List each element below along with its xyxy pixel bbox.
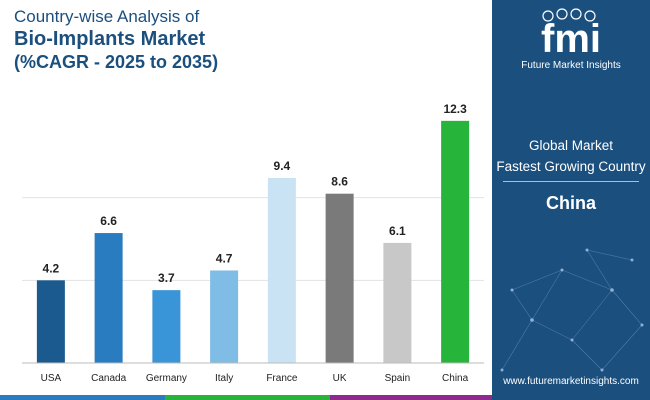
bar-france: [267, 177, 296, 363]
fastest-growing-text: Fastest Growing Country: [496, 159, 646, 174]
bar-germany: [152, 290, 181, 363]
title-line-2: Bio-Implants Market: [14, 28, 206, 50]
bottom-strip-green: [165, 395, 330, 400]
logo-text: fmi: [541, 17, 601, 61]
bar-canada: [94, 233, 123, 363]
fastest-country: China: [545, 193, 596, 213]
bar-china: [441, 120, 470, 363]
tick-label-uk: UK: [333, 373, 347, 384]
panel-divider: [503, 181, 639, 182]
title-line-3: (%CAGR - 2025 to 2035): [14, 52, 219, 72]
tick-label-france: France: [266, 373, 298, 384]
data-label-usa: 4.2: [43, 261, 60, 275]
tick-label-canada: Canada: [91, 373, 126, 384]
global-market-text: Global Market: [528, 138, 614, 153]
tick-label-germany: Germany: [146, 373, 187, 384]
tick-label-italy: Italy: [215, 373, 233, 384]
data-label-germany: 3.7: [158, 271, 175, 285]
bar-usa: [36, 280, 65, 363]
data-label-china: 12.3: [443, 102, 467, 116]
logo-subtitle: Future Market Insights: [521, 60, 620, 71]
network-graphic: [500, 248, 644, 372]
data-label-uk: 8.6: [331, 175, 348, 189]
info-panel: fmi Future Market Insights Global Market…: [492, 0, 650, 400]
website-url: www.futuremarketinsights.com: [503, 376, 639, 387]
tick-label-usa: USA: [41, 373, 62, 384]
tick-label-china: China: [442, 373, 469, 384]
bar-spain: [383, 242, 412, 363]
bottom-strip-blue: [0, 395, 165, 400]
bar-uk: [325, 193, 354, 363]
chart-title: Country-wise Analysis of Bio-Implants Ma…: [14, 6, 484, 73]
fmi-logo: fmi Future Market Insights: [521, 8, 621, 71]
data-label-spain: 6.1: [389, 224, 406, 238]
bottom-strip-purple: [330, 395, 492, 400]
data-label-italy: 4.7: [216, 251, 233, 265]
title-line-1: Country-wise Analysis of: [14, 7, 200, 26]
data-label-france: 9.4: [274, 159, 291, 173]
bar-italy: [210, 270, 239, 363]
bar-chart: 4.2 USA 6.6 Canada 3.7 Germany 4.7 Italy 9.4 Fran…: [22, 102, 484, 384]
tick-label-spain: Spain: [385, 373, 411, 384]
global-market-label: Global Market Fastest Growing Country: [492, 135, 650, 177]
data-label-canada: 6.6: [100, 214, 117, 228]
